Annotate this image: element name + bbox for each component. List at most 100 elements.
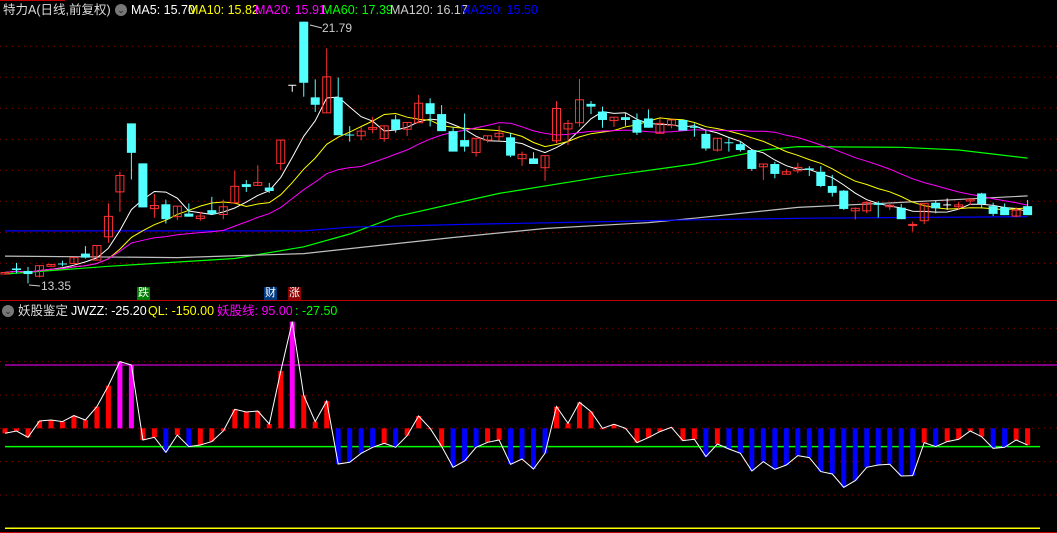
candle xyxy=(1000,203,1010,216)
candle xyxy=(299,21,309,97)
candle xyxy=(620,113,630,126)
jwzz-bar xyxy=(324,400,330,429)
jwzz-bar xyxy=(128,364,134,429)
jwzz-bar xyxy=(232,409,238,429)
candle-body xyxy=(115,174,125,193)
marker-fall[interactable]: 跌 xyxy=(137,287,150,300)
candle-body xyxy=(529,158,539,164)
candle-body xyxy=(207,210,217,215)
candle xyxy=(1023,199,1033,216)
candle xyxy=(138,163,148,208)
candle xyxy=(770,161,780,179)
jwzz-bar xyxy=(508,428,514,465)
candle-body xyxy=(1011,209,1021,217)
jwzz-bar xyxy=(898,428,904,476)
candle xyxy=(23,266,33,284)
jwzz-bar xyxy=(209,428,215,442)
marker-finance[interactable]: 财 xyxy=(264,287,277,300)
candle-body xyxy=(264,187,274,191)
candle xyxy=(1011,207,1021,218)
jwzz-bar xyxy=(944,428,950,442)
candle-body xyxy=(368,126,378,130)
candle xyxy=(873,201,883,218)
candle xyxy=(322,48,332,114)
marker-rise[interactable]: 涨 xyxy=(288,287,301,300)
candle-body xyxy=(908,223,918,226)
candle-body xyxy=(609,116,619,122)
candle xyxy=(195,211,205,221)
candle xyxy=(793,162,803,174)
candle-body xyxy=(253,182,263,186)
indicator-name: 妖股鉴定 xyxy=(18,304,69,318)
candle-body xyxy=(161,204,171,220)
jwzz-bar xyxy=(829,428,835,474)
ql-legend: QL: -150.00 xyxy=(148,304,215,318)
candle xyxy=(241,180,251,192)
ma60-line xyxy=(4,145,1028,275)
candle xyxy=(517,151,527,166)
jwzz-bar xyxy=(117,361,123,429)
jwzz-bar xyxy=(404,428,410,436)
candle xyxy=(310,79,320,112)
candle xyxy=(931,200,941,214)
jwzz-bar xyxy=(473,428,479,448)
jwzz-bar xyxy=(370,428,376,448)
jwzz-bar xyxy=(921,428,927,443)
jwzz-bar xyxy=(94,406,100,429)
candle xyxy=(218,199,228,220)
low-pointer xyxy=(28,284,41,287)
candle-body xyxy=(517,153,527,160)
jwzz-bar xyxy=(358,428,364,454)
jwzz-bar xyxy=(462,428,468,461)
jwzz-bar xyxy=(691,428,697,440)
chevron-down-icon[interactable]: ⌄ xyxy=(115,4,127,16)
candle-body xyxy=(138,163,148,208)
candle-body xyxy=(620,117,630,120)
jwzz-bar xyxy=(531,428,537,469)
candle-body xyxy=(781,171,791,175)
candle xyxy=(563,119,573,146)
candle xyxy=(586,101,596,115)
candle-body xyxy=(597,111,607,120)
candle-body xyxy=(345,134,355,136)
candle xyxy=(839,190,849,210)
candle-body xyxy=(218,206,228,216)
ma5-legend: MA5: 15.70 xyxy=(131,3,195,17)
jwzz-bar xyxy=(990,428,996,449)
candle xyxy=(126,123,136,180)
chevron-down-icon[interactable]: ⌄ xyxy=(2,305,14,317)
candle-body xyxy=(643,118,653,128)
candle xyxy=(103,203,113,243)
candle xyxy=(689,123,699,137)
candle-body xyxy=(931,202,941,209)
candle xyxy=(712,137,722,152)
ma250-legend: MA250: 15.50 xyxy=(460,3,538,17)
candle-body xyxy=(356,130,366,137)
grid-lines xyxy=(0,45,1057,496)
jwzz-bar xyxy=(266,423,272,429)
jwzz-bar xyxy=(255,410,261,429)
candle xyxy=(414,94,424,124)
candle xyxy=(46,263,56,267)
candle xyxy=(80,246,90,259)
candle xyxy=(288,84,297,92)
jwzz-bar xyxy=(806,428,812,458)
candle-body xyxy=(735,144,745,151)
jwzz-bar xyxy=(887,428,893,465)
candle-body xyxy=(172,205,182,218)
jwzz-bar xyxy=(82,419,88,429)
candle-body xyxy=(919,202,929,222)
candle-body xyxy=(276,139,286,164)
candle-body xyxy=(126,123,136,153)
high-pointer xyxy=(309,24,323,29)
jwzz-bar xyxy=(197,428,203,445)
jwzz-bar xyxy=(588,411,594,429)
jwzz-bar xyxy=(841,428,847,488)
candle xyxy=(804,166,814,177)
candle-body xyxy=(46,263,56,267)
candle xyxy=(494,125,504,141)
candle xyxy=(701,129,711,151)
candle-body xyxy=(414,102,424,124)
low-price-label: 13.35 xyxy=(41,279,72,293)
